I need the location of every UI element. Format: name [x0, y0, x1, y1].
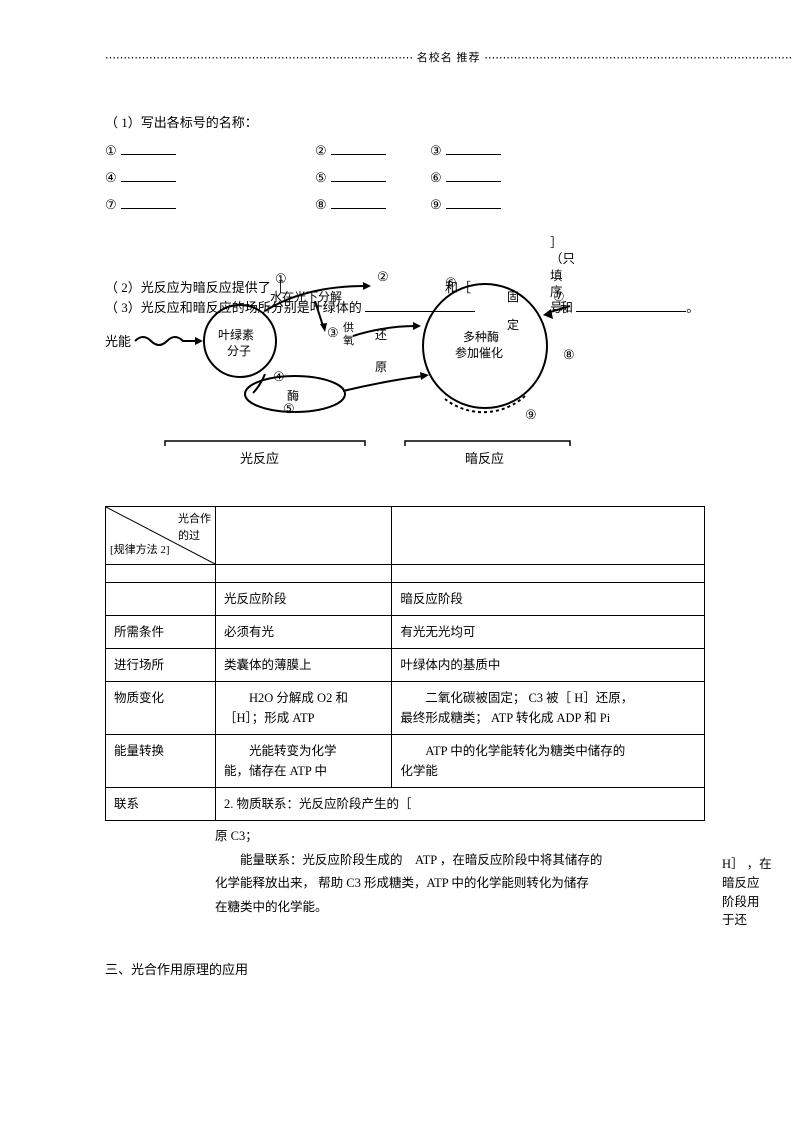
- svg-text:氧: 氧: [343, 333, 354, 347]
- table-row-label: 能量转换: [106, 734, 216, 787]
- svg-text:光反应: 光反应: [240, 451, 279, 466]
- blank-num: ④: [105, 168, 117, 189]
- table-cell: 光反应阶段: [216, 582, 392, 615]
- blank-num: ⑧: [315, 195, 327, 216]
- blank-num: ⑦: [105, 195, 117, 216]
- table-cell: [392, 506, 705, 564]
- cont-line: 化学能释放出来， 帮助 C3 形成糖类，ATP 中的化学能则转化为储存: [215, 872, 705, 896]
- blank-line[interactable]: [331, 141, 386, 155]
- photosynthesis-diagram: 光能 叶绿素 分子 水在光下分解 ① ② ③ ④ ⑤ ⑥ ⑦ ⑧ ⑨ 供 氧 还…: [105, 231, 705, 481]
- blank-line[interactable]: [331, 168, 386, 182]
- table-cell: 叶绿体内的基质中: [392, 648, 705, 681]
- blank-line[interactable]: [121, 195, 176, 209]
- table-cell: 类囊体的薄膜上: [216, 648, 392, 681]
- table-cell: 光能转变为化学 能，储存在 ATP 中: [216, 734, 392, 787]
- svg-text:酶: 酶: [287, 388, 299, 403]
- side-note: H］ ，在 暗反应 阶段用 于还: [722, 855, 782, 930]
- svg-text:固: 固: [507, 290, 519, 304]
- svg-text:③: ③: [327, 325, 339, 340]
- dots-right: ⋯⋯⋯⋯⋯⋯⋯⋯⋯⋯⋯⋯⋯⋯⋯⋯⋯⋯⋯⋯⋯⋯⋯⋯⋯⋯⋯⋯: [484, 52, 792, 64]
- blank-line[interactable]: [365, 298, 475, 312]
- table-cell: [106, 582, 216, 615]
- comparison-table: 光合作 的过 [规律方法 2] 光反应阶段 暗反应阶段 所需条件 必须有光 有光…: [105, 506, 705, 821]
- light-energy-label: 光能: [105, 334, 131, 349]
- blank-line[interactable]: [446, 195, 501, 209]
- svg-text:暗反应: 暗反应: [465, 451, 504, 466]
- table-cell: H2O 分解成 O2 和 ［H］；形成 ATP: [216, 681, 392, 734]
- table-cell: [106, 564, 216, 582]
- table-row-label: 进行场所: [106, 648, 216, 681]
- table-cell: 二氧化碳被固定； C3 被［ H］还原， 最终形成糖类； ATP 转化成 ADP…: [392, 681, 705, 734]
- blank-line[interactable]: [576, 298, 686, 312]
- svg-text:多种酶: 多种酶: [463, 329, 499, 344]
- blank-num: ⑤: [315, 168, 327, 189]
- blank-num: ①: [105, 141, 117, 162]
- table-cell: ATP 中的化学能转化为糖类中储存的 化学能: [392, 734, 705, 787]
- blank-line[interactable]: [446, 141, 501, 155]
- blank-num: ⑥: [430, 168, 442, 189]
- blank-num: ②: [315, 141, 327, 162]
- svg-text:⑤: ⑤: [283, 401, 295, 416]
- cont-line: 能量联系：光反应阶段生成的 ATP ，在暗反应阶段中将其储存的: [215, 849, 705, 873]
- section-heading: 三、光合作用原理的应用: [105, 960, 705, 981]
- svg-text:参加催化: 参加催化: [455, 345, 503, 360]
- q2-prefix: （ 2）光反应为暗反应提供了［: [105, 280, 284, 295]
- table-row-label: 联系: [106, 787, 216, 820]
- blank-line[interactable]: [121, 168, 176, 182]
- table-row-label: 物质变化: [106, 681, 216, 734]
- header-center: 名校名 推荐: [417, 52, 481, 64]
- svg-text:定: 定: [507, 317, 519, 332]
- table-row-label: 所需条件: [106, 615, 216, 648]
- table-cell: 暗反应阶段: [392, 582, 705, 615]
- blank-num: ③: [430, 141, 442, 162]
- svg-text:②: ②: [377, 269, 389, 284]
- svg-text:叶绿素: 叶绿素: [218, 327, 254, 342]
- table-cell: [216, 506, 392, 564]
- cont-line: 在糖类中的化学能。: [215, 896, 705, 920]
- table-diag-header: 光合作 的过 [规律方法 2]: [106, 506, 216, 564]
- q2-mid: 和［: [445, 280, 471, 295]
- blank-line[interactable]: [121, 141, 176, 155]
- q3-prefix: （ 3）光反应和暗反应的场所分别是叶绿体的: [105, 300, 362, 315]
- table-cell: [216, 564, 392, 582]
- cont-line: 原 C3；: [215, 825, 705, 849]
- q3-and: 和: [560, 300, 573, 315]
- blank-num: ⑨: [430, 195, 442, 216]
- svg-text:分子: 分子: [227, 344, 251, 358]
- q1-prompt: （ 1）写出各标号的名称：: [105, 113, 705, 134]
- table-cell: [392, 564, 705, 582]
- svg-text:供: 供: [343, 320, 354, 334]
- blank-line[interactable]: [331, 195, 386, 209]
- continuation-block: 原 C3； 能量联系：光反应阶段生成的 ATP ，在暗反应阶段中将其储存的 化学…: [215, 825, 705, 920]
- table-cell: 2. 物质联系：光反应阶段产生的［: [216, 787, 705, 820]
- table-cell: 必须有光: [216, 615, 392, 648]
- svg-text:原: 原: [375, 360, 387, 374]
- svg-text:⑧: ⑧: [563, 347, 575, 362]
- page-header: ⋯⋯⋯⋯⋯⋯⋯⋯⋯⋯⋯⋯⋯⋯⋯⋯⋯⋯⋯⋯⋯⋯⋯⋯⋯⋯⋯⋯ 名校名 推荐 ⋯⋯⋯⋯…: [105, 50, 705, 68]
- table-cell: 有光无光均可: [392, 615, 705, 648]
- svg-text:⑨: ⑨: [525, 407, 537, 422]
- blank-rows: ① ② ③ ④ ⑤ ⑥ ⑦ ⑧ ⑨: [105, 141, 705, 215]
- dots-left: ⋯⋯⋯⋯⋯⋯⋯⋯⋯⋯⋯⋯⋯⋯⋯⋯⋯⋯⋯⋯⋯⋯⋯⋯⋯⋯⋯⋯: [105, 52, 413, 64]
- blank-line[interactable]: [446, 168, 501, 182]
